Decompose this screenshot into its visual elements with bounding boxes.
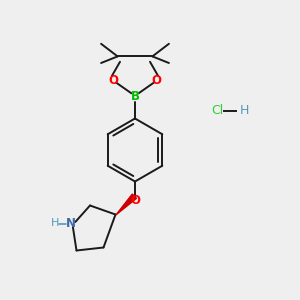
Text: B: B: [130, 90, 140, 104]
Text: H: H: [51, 218, 59, 229]
Text: H: H: [240, 104, 249, 118]
Text: O: O: [152, 74, 162, 87]
Text: O: O: [108, 74, 118, 87]
Text: O: O: [130, 194, 140, 208]
Text: N: N: [65, 217, 76, 230]
Polygon shape: [116, 194, 136, 215]
Text: Cl: Cl: [212, 104, 224, 118]
